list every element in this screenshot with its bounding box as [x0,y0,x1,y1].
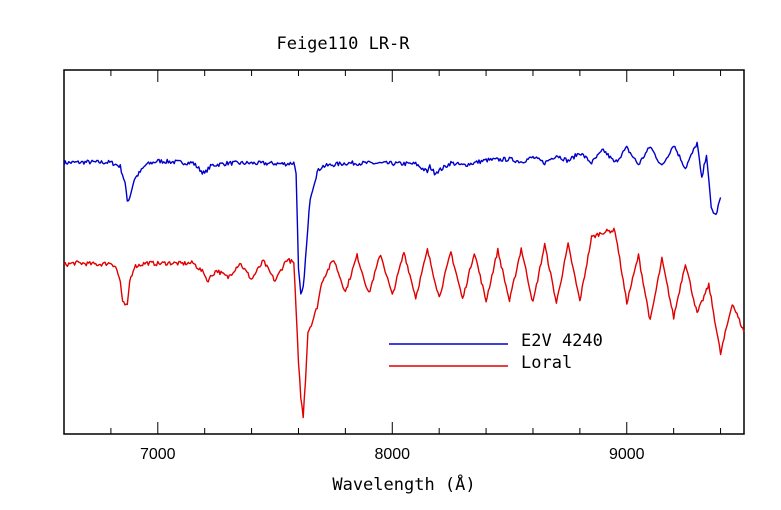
plot-frame [63,69,745,435]
series-line-0 [63,141,722,295]
x-tick-label: 9000 [609,446,645,463]
x-tick-label: 7000 [140,446,176,463]
chart-title: Feige110 LR-R [276,34,410,54]
x-axis-ticks: 7000 8000 9000 [63,70,722,463]
series-layer [63,141,745,419]
x-tick-label: 8000 [374,446,410,463]
x-axis-label: Wavelength (Å) [332,473,475,495]
series-line-1 [63,227,745,419]
legend-label: Loral [521,353,572,373]
legend-label: E2V 4240 [521,331,603,351]
